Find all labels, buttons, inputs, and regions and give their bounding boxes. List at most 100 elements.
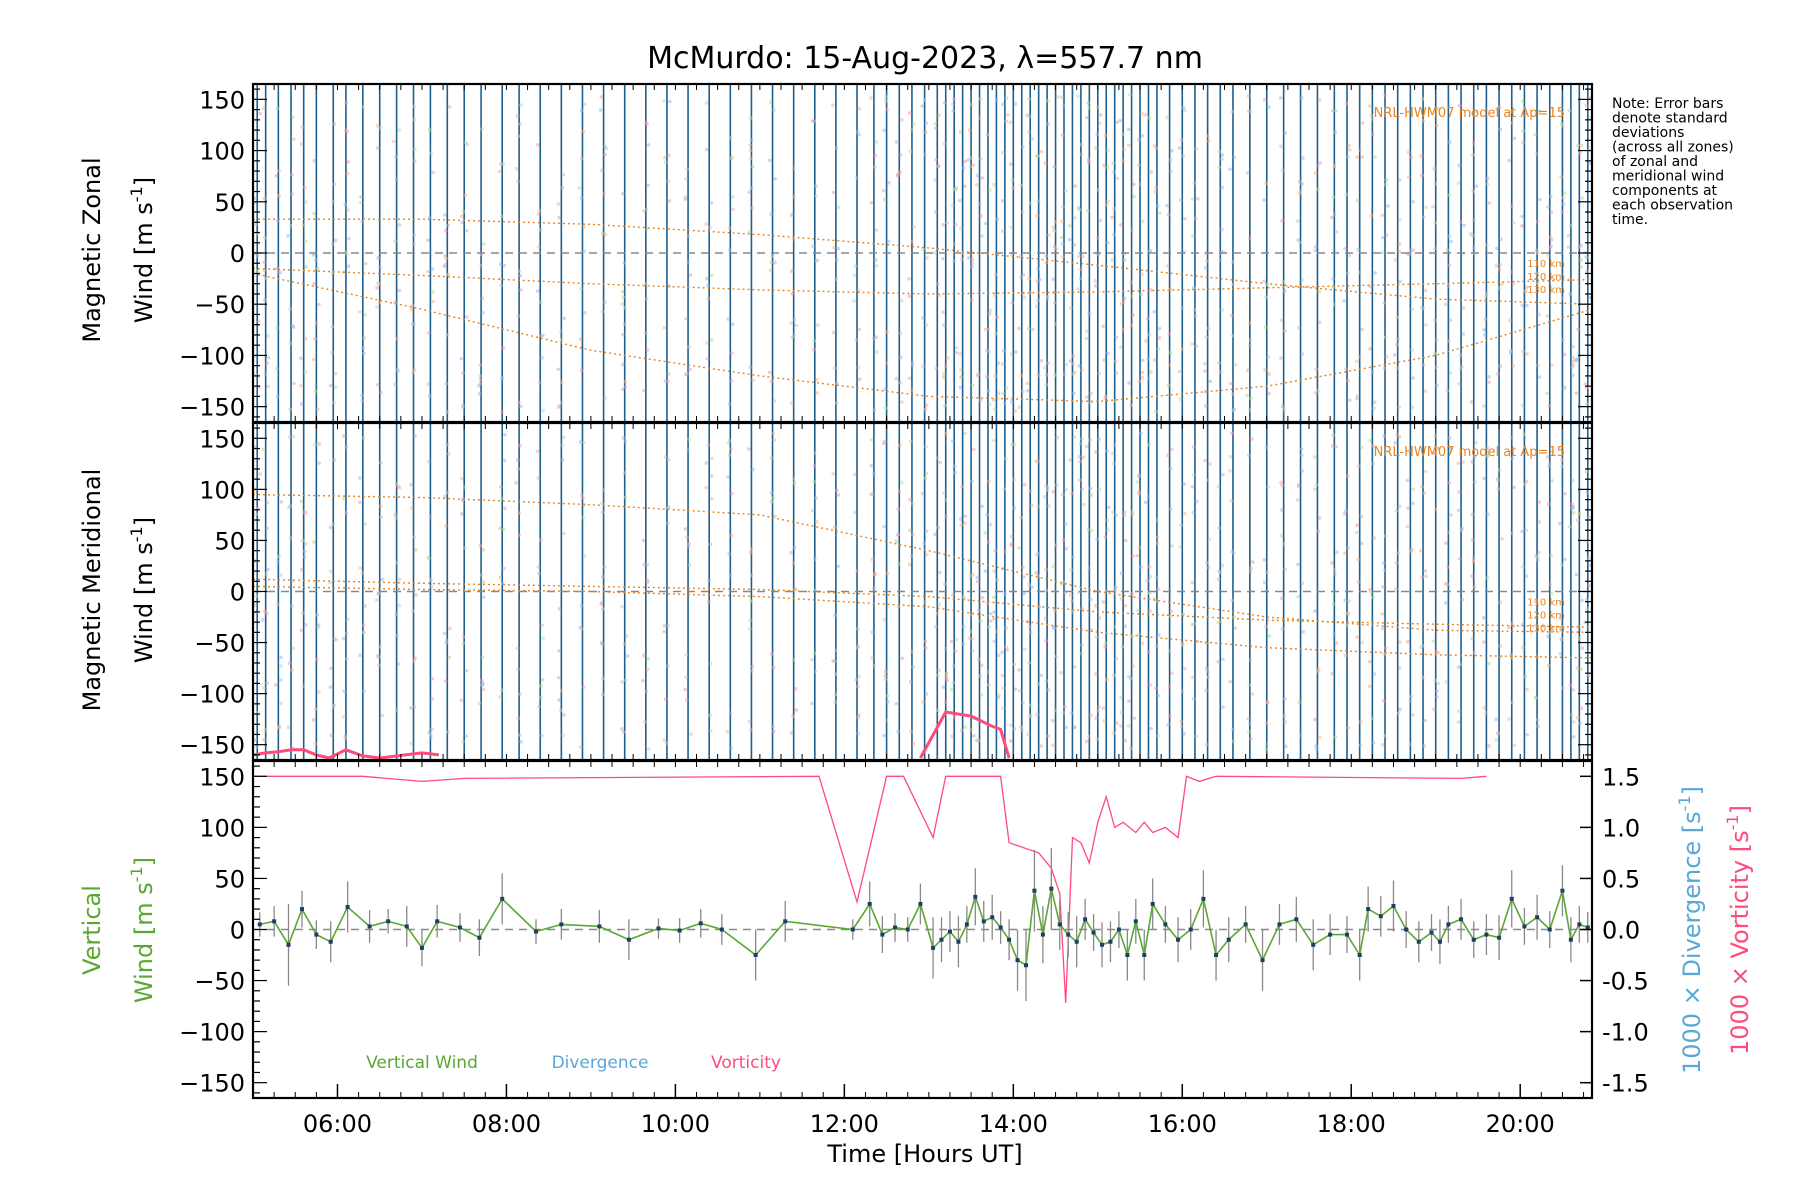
wind-sample-point [1470, 111, 1475, 115]
wind-sample-point [1360, 541, 1364, 546]
vertical-wind-point [1391, 904, 1396, 909]
wind-sample-point [884, 718, 888, 722]
wind-sample-point [666, 664, 670, 668]
wind-sample-point [1079, 152, 1083, 157]
wind-sample-point [1064, 725, 1069, 730]
wind-sample-point [983, 569, 988, 574]
wind-sample-point [1559, 562, 1564, 567]
wind-sample-point [1168, 466, 1173, 471]
wind-sample-point [952, 259, 957, 263]
wind-sample-point [1216, 659, 1221, 664]
wind-sample-point [874, 228, 879, 232]
wind-sample-point [1053, 219, 1058, 224]
wind-sample-point [1180, 641, 1185, 646]
wind-sample-point [1267, 634, 1272, 639]
wind-sample-point [1112, 461, 1116, 466]
wind-sample-point [969, 629, 973, 634]
wind-sample-point [1419, 645, 1423, 650]
wind-sample-point [853, 510, 857, 515]
wind-sample-point [376, 281, 380, 285]
wind-sample-point [1409, 547, 1414, 552]
vertical-wind-point [719, 927, 724, 932]
wind-sample-point [1205, 742, 1209, 747]
wind-sample-point [814, 184, 818, 188]
wind-sample-point [1510, 531, 1514, 536]
wind-sample-point [975, 579, 980, 584]
wind-sample-point [1370, 370, 1375, 374]
vertical-wind-point [947, 929, 952, 934]
wind-sample-point [1139, 565, 1143, 569]
wind-sample-point [1487, 380, 1491, 384]
wind-sample-point [1297, 179, 1302, 184]
wind-sample-point [935, 281, 940, 286]
wind-sample-point [1056, 95, 1060, 99]
model-curve [252, 585, 1593, 659]
wind-sample-point [1146, 376, 1151, 381]
wind-sample-point [1129, 403, 1133, 408]
wind-sample-point [792, 481, 797, 485]
wind-sample-point [253, 737, 258, 742]
wind-sample-point [265, 361, 270, 365]
wind-sample-point [265, 526, 270, 531]
wind-sample-point [1545, 455, 1550, 459]
wind-sample-point [1524, 285, 1529, 290]
wind-sample-point [1498, 364, 1503, 369]
wind-sample-point [1157, 336, 1162, 340]
vertical-wind-point [656, 926, 661, 931]
wind-sample-point [1121, 159, 1125, 163]
vertical-wind-point [698, 921, 703, 926]
wind-sample-point [1079, 651, 1084, 656]
wind-sample-point [1036, 154, 1040, 158]
right-tick-label: -0.5 [1602, 968, 1649, 996]
wind-sample-point [299, 628, 304, 633]
wind-sample-point [923, 639, 928, 644]
wind-sample-point [1372, 672, 1377, 676]
wind-sample-point [1512, 136, 1517, 141]
wind-sample-point [1398, 279, 1402, 284]
wind-sample-point [1022, 575, 1026, 579]
wind-sample-point [266, 384, 271, 389]
wind-sample-point [500, 377, 504, 381]
wind-sample-point [330, 350, 334, 355]
wind-sample-point [1044, 679, 1049, 683]
wind-sample-point [1157, 326, 1162, 331]
wind-sample-point [395, 560, 399, 565]
wind-sample-point [254, 222, 259, 227]
wind-sample-point [1397, 666, 1402, 671]
vertical-wind-point [893, 925, 898, 930]
wind-sample-point [1018, 688, 1022, 693]
wind-sample-point [645, 667, 650, 672]
y-tick-label: −100 [179, 681, 245, 709]
wind-sample-point [1230, 431, 1234, 436]
wind-sample-point [870, 655, 874, 660]
wind-sample-point [1034, 570, 1038, 575]
wind-sample-point [1087, 105, 1092, 110]
wind-sample-point [379, 390, 383, 395]
wind-sample-point [945, 678, 949, 682]
wind-sample-point [1444, 680, 1449, 684]
wind-sample-point [1044, 639, 1048, 643]
wind-sample-point [1447, 263, 1452, 267]
wind-sample-point [412, 322, 416, 326]
wind-sample-point [852, 299, 856, 304]
wind-sample-point [1121, 327, 1125, 332]
wind-sample-point [751, 467, 755, 472]
wind-sample-point [750, 206, 755, 210]
wind-sample-point [1344, 192, 1349, 197]
wind-sample-point [1009, 352, 1014, 356]
wind-sample-point [1521, 129, 1526, 133]
wind-sample-point [1191, 510, 1196, 515]
wind-sample-point [1028, 489, 1033, 493]
wind-sample-point [646, 183, 650, 188]
wind-sample-point [1114, 513, 1118, 517]
wind-sample-point [1472, 585, 1477, 589]
vertical-wind-point [1437, 939, 1442, 944]
wind-sample-point [1510, 456, 1515, 461]
wind-sample-point [950, 203, 955, 208]
wind-sample-point [856, 731, 861, 736]
wind-sample-point [993, 548, 998, 553]
wind-sample-point [561, 458, 565, 462]
wind-sample-point [1561, 196, 1565, 200]
wind-sample-point [1086, 160, 1091, 164]
wind-sample-point [1587, 556, 1591, 561]
